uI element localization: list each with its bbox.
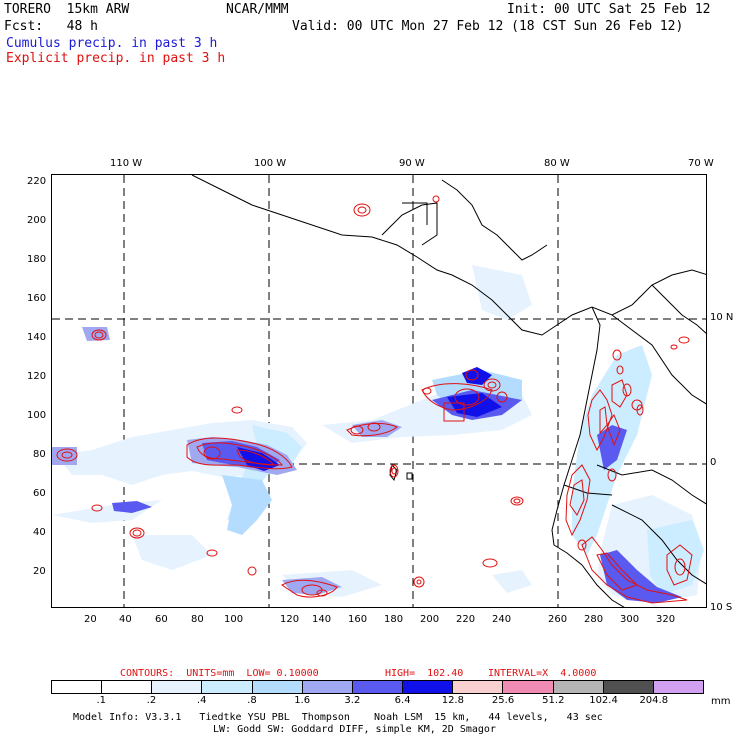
colorbar-label: 6.4: [394, 695, 411, 706]
x-tick: 20: [84, 614, 97, 625]
lat-label-0: 0: [710, 457, 717, 468]
y-tick: 140: [27, 332, 47, 343]
map-canvas: [52, 175, 706, 607]
lat-label-10n: 10 N: [710, 312, 734, 323]
colorbar-label: 102.4: [589, 695, 618, 706]
colorbar-cell: [301, 681, 352, 693]
colorbar-labels: .1 .2 .4 .8 1.6 3.2 6.4 12.8 25.6 51.2 102.4 204.8: [51, 695, 704, 707]
y-tick: 120: [27, 371, 47, 382]
y-tick: 100: [27, 410, 47, 421]
colorbar-cell: [402, 681, 453, 693]
y-tick: 60: [33, 488, 46, 499]
contours-interval: INTERVAL=X 4.0000: [488, 668, 597, 679]
x-tick: 300: [620, 614, 640, 625]
colorbar-label: .8: [247, 695, 257, 706]
precip-colorbar: [51, 680, 704, 694]
x-tick: 320: [656, 614, 676, 625]
institution-label: NCAR/MMM: [226, 2, 289, 17]
colorbar-units: mm: [711, 696, 731, 707]
colorbar-label: 3.2: [344, 695, 361, 706]
colorbar-cell: [351, 681, 403, 693]
lon-label-80w: 80 W: [544, 158, 570, 169]
init-time: Init: 00 UTC Sat 25 Feb 12: [507, 2, 711, 17]
x-tick: 120: [280, 614, 300, 625]
colorbar-label: 51.2: [542, 695, 565, 706]
x-tick: 180: [384, 614, 404, 625]
lon-label-70w: 70 W: [688, 158, 714, 169]
colorbar-label: 204.8: [639, 695, 669, 706]
x-tick: 260: [548, 614, 568, 625]
colorbar-cell: [151, 681, 202, 693]
colorbar-cell: [552, 681, 603, 693]
forecast-hour: Fcst: 48 h: [4, 19, 98, 34]
colorbar-cell: [452, 681, 503, 693]
colorbar-label: 12.8: [441, 695, 464, 706]
colorbar-cell: [251, 681, 302, 693]
valid-time: Valid: 00 UTC Mon 27 Feb 12 (18 CST Sun …: [292, 19, 684, 34]
colorbar-cell: [101, 681, 152, 693]
lat-label-10s: 10 S: [710, 602, 733, 613]
x-tick: 240: [492, 614, 512, 625]
colorbar-cell: [52, 681, 102, 693]
model-info: Model Info: V3.3.1 Tiedtke YSU PBL Thomp…: [73, 712, 603, 723]
colorbar-cell: [652, 681, 704, 693]
coastlines: [191, 175, 706, 607]
colorbar-label: .2: [146, 695, 157, 706]
contours-high: HIGH= 102.40: [385, 668, 464, 679]
contours-info: CONTOURS: UNITS=mm LOW= 0.10000: [120, 668, 319, 679]
y-tick: 200: [27, 215, 47, 226]
colorbar-cell: [201, 681, 252, 693]
x-tick: 80: [191, 614, 204, 625]
x-tick: 160: [348, 614, 368, 625]
model-physics: LW: Godd SW: Goddard DIFF, simple KM, 2D…: [213, 724, 496, 735]
y-tick: 220: [27, 176, 47, 187]
colorbar-label: 1.6: [294, 695, 311, 706]
x-tick: 40: [119, 614, 132, 625]
colorbar-label: 25.6: [491, 695, 515, 706]
x-tick: 220: [456, 614, 476, 625]
lon-label-90w: 90 W: [399, 158, 425, 169]
colorbar-cell: [602, 681, 653, 693]
y-tick: 20: [33, 566, 46, 577]
x-tick: 140: [312, 614, 332, 625]
y-tick: 180: [27, 254, 47, 265]
x-tick: 100: [224, 614, 244, 625]
y-tick: 160: [27, 293, 47, 304]
x-tick: 200: [420, 614, 440, 625]
legend-cumulus: Cumulus precip. in past 3 h: [6, 36, 218, 51]
colorbar-label: .1: [96, 695, 106, 706]
colorbar-cell: [502, 681, 553, 693]
y-tick: 40: [33, 527, 46, 538]
model-title: TORERO 15km ARW: [4, 2, 130, 17]
precip-map: [51, 174, 707, 608]
x-tick: 60: [155, 614, 168, 625]
lon-label-100w: 100 W: [254, 158, 287, 169]
y-tick: 80: [33, 449, 46, 460]
explicit-precip-contours: [56, 195, 693, 604]
x-tick: 280: [584, 614, 604, 625]
lon-label-110w: 110 W: [110, 158, 143, 169]
legend-explicit: Explicit precip. in past 3 h: [6, 51, 226, 66]
colorbar-label: .4: [196, 695, 207, 706]
